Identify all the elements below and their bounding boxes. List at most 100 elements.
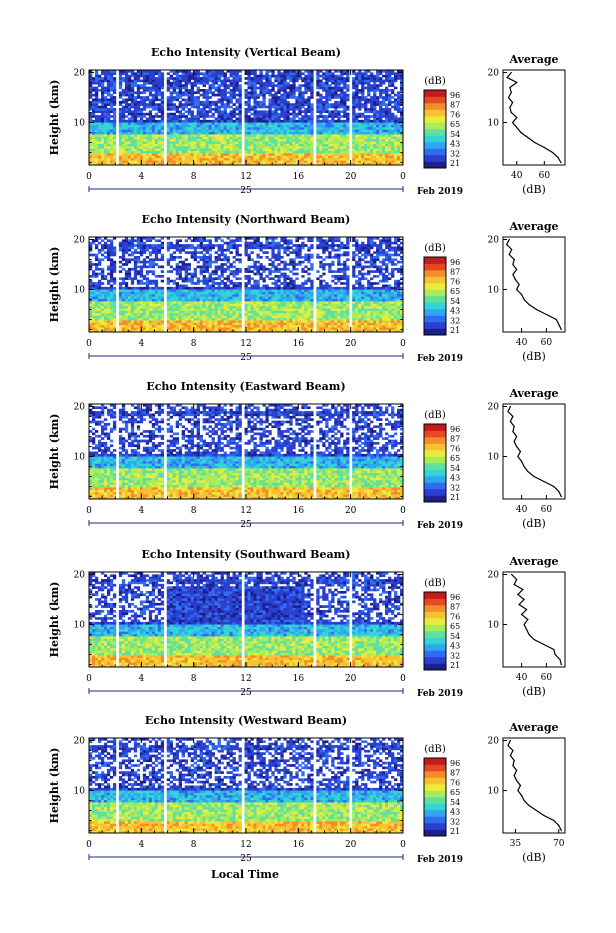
heatmap-cell: [319, 113, 322, 116]
heatmap-cell: [125, 156, 128, 159]
heatmap-cell: [125, 287, 128, 290]
heatmap-cell: [298, 120, 301, 123]
heatmap-cell: [310, 113, 313, 116]
heatmap-cell: [200, 108, 203, 111]
heatmap-cell: [104, 158, 107, 161]
heatmap-cell: [194, 304, 197, 307]
heatmap-cell: [122, 242, 125, 245]
heatmap-cell: [197, 108, 200, 111]
heatmap-cell: [206, 120, 209, 123]
heatmap-cell: [250, 132, 253, 135]
heatmap-cell: [367, 120, 370, 123]
heatmap-cell: [215, 156, 218, 159]
heatmap-cell: [367, 99, 370, 102]
heatmap-cell: [358, 82, 361, 85]
heatmap-cell: [110, 96, 113, 99]
heatmap-cell: [337, 148, 340, 151]
heatmap-cell: [140, 87, 143, 90]
heatmap-cell: [158, 313, 161, 316]
heatmap-cell: [170, 101, 173, 104]
heatmap-cell: [286, 129, 289, 132]
heatmap-cell: [355, 125, 358, 128]
heatmap-cell: [298, 129, 301, 132]
heatmap-cell: [155, 327, 158, 330]
heatmap-cell: [391, 106, 394, 109]
heatmap-cell: [265, 89, 268, 92]
heatmap-cell: [358, 120, 361, 123]
heatmap-cell: [140, 115, 143, 118]
heatmap-cell: [110, 139, 113, 142]
heatmap-cell: [209, 273, 212, 276]
heatmap-cell: [188, 110, 191, 113]
heatmap-cell: [212, 160, 215, 163]
heatmap-cell: [245, 151, 248, 154]
heatmap-cell: [295, 108, 298, 111]
heatmap-cell: [212, 327, 215, 330]
heatmap-cell: [262, 148, 265, 151]
heatmap-cell: [298, 151, 301, 154]
heatmap-cell: [385, 160, 388, 163]
heatmap-cell: [98, 84, 101, 87]
heatmap-cell: [355, 151, 358, 154]
heatmap-cell: [146, 327, 149, 330]
heatmap-cell: [182, 318, 185, 321]
heatmap-cell: [289, 84, 292, 87]
heatmap-cell: [167, 148, 170, 151]
heatmap-cell: [340, 141, 343, 144]
heatmap-cell: [194, 139, 197, 142]
heatmap-cell: [101, 318, 104, 321]
heatmap-cell: [328, 153, 331, 156]
heatmap-cell: [194, 299, 197, 302]
heatmap-cell: [221, 72, 224, 75]
heatmap-cell: [307, 106, 310, 109]
heatmap-cell: [167, 137, 170, 140]
heatmap-cell: [185, 270, 188, 273]
heatmap-cell: [176, 110, 179, 113]
heatmap-cell: [188, 268, 191, 271]
heatmap-cell: [203, 249, 206, 252]
heatmap-cell: [110, 266, 113, 269]
heatmap-cell: [152, 99, 155, 102]
heatmap-cell: [224, 158, 227, 161]
heatmap-cell: [125, 285, 128, 288]
heatmap-cell: [122, 301, 125, 304]
heatmap-cell: [209, 72, 212, 75]
heatmap-cell: [283, 77, 286, 80]
heatmap-cell: [107, 141, 110, 144]
heatmap-cell: [104, 299, 107, 302]
heatmap-cell: [215, 146, 218, 149]
heatmap-cell: [110, 110, 113, 113]
heatmap-cell: [101, 325, 104, 328]
heatmap-cell: [298, 77, 301, 80]
heatmap-cell: [224, 156, 227, 159]
heatmap-cell: [289, 144, 292, 147]
heatmap-cell: [200, 89, 203, 92]
heatmap-cell: [158, 103, 161, 106]
heatmap-cell: [298, 122, 301, 125]
heatmap-cell: [209, 148, 212, 151]
heatmap-cell: [337, 106, 340, 109]
heatmap-cell: [256, 156, 259, 159]
heatmap-cell: [310, 77, 313, 80]
heatmap-cell: [203, 132, 206, 135]
heatmap-cell: [262, 132, 265, 135]
heatmap-cell: [101, 299, 104, 302]
heatmap-cell: [361, 82, 364, 85]
heatmap-cell: [277, 132, 280, 135]
heatmap-cell: [331, 82, 334, 85]
heatmap-cell: [185, 244, 188, 247]
heatmap-cell: [259, 113, 262, 116]
heatmap-cell: [212, 289, 215, 292]
heatmap-cell: [188, 315, 191, 318]
heatmap-cell: [161, 84, 164, 87]
heatmap-cell: [253, 82, 256, 85]
heatmap-cell: [131, 125, 134, 128]
heatmap-cell: [110, 148, 113, 151]
heatmap-cell: [185, 273, 188, 276]
heatmap-cell: [173, 96, 176, 99]
heatmap-cell: [361, 139, 364, 142]
heatmap-cell: [355, 77, 358, 80]
heatmap-cell: [352, 113, 355, 116]
heatmap-cell: [253, 84, 256, 87]
heatmap-cell: [331, 80, 334, 83]
